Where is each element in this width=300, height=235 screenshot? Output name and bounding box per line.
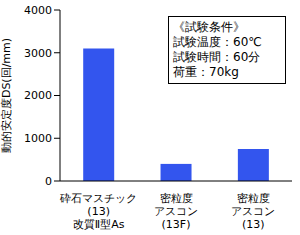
svg-text:動的安定度DS(回/mm): 動的安定度DS(回/mm) (8, 38, 13, 153)
svg-text:4000: 4000 (24, 4, 52, 17)
svg-text:0: 0 (45, 175, 52, 188)
svg-text:密粒度アスコン(13): 密粒度アスコン(13) (231, 192, 275, 231)
svg-text:砕石マスチック(13)改質Ⅱ型As: 砕石マスチック(13)改質Ⅱ型As (59, 192, 137, 231)
svg-text:2000: 2000 (24, 89, 52, 102)
svg-text:密粒度アスコン(13F): 密粒度アスコン(13F) (154, 192, 198, 231)
svg-text:3000: 3000 (24, 47, 52, 60)
html-text:試験温度：60℃: 試験温度：60℃ (173, 35, 262, 49)
html-text:試験時間：60分: 試験時間：60分 (173, 50, 261, 64)
svg-text:1000: 1000 (24, 132, 52, 145)
html-text:《試験条件》: 《試験条件》 (173, 20, 245, 34)
html-text:荷重：70kg: 荷重：70kg (173, 65, 239, 79)
